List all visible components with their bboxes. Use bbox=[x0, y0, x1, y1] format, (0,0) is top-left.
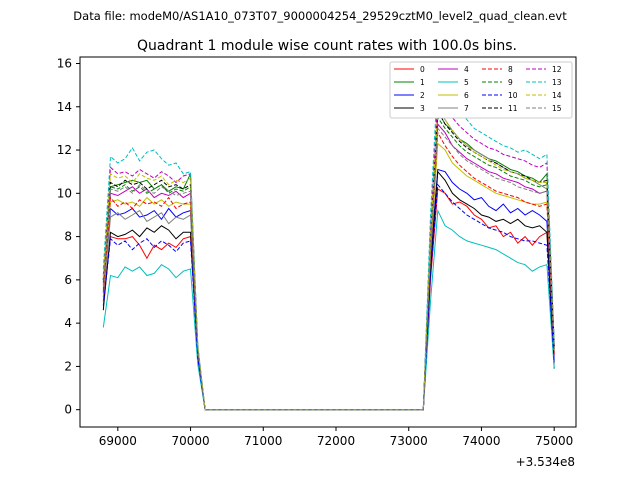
legend-label-7: 7 bbox=[464, 104, 469, 113]
y-tick-label: 6 bbox=[64, 273, 72, 287]
y-tick-label: 8 bbox=[64, 230, 72, 244]
series-line-3 bbox=[102, 170, 555, 411]
x-tick-label: 71000 bbox=[244, 434, 282, 448]
legend-label-15: 15 bbox=[552, 104, 562, 113]
series-layer bbox=[102, 74, 555, 411]
x-tick-label: 72000 bbox=[317, 434, 355, 448]
legend-label-1: 1 bbox=[420, 78, 425, 87]
series-line-7 bbox=[102, 105, 555, 411]
x-offset-label: +3.534e8 bbox=[516, 455, 575, 469]
legend-label-8: 8 bbox=[508, 65, 513, 74]
legend-label-11: 11 bbox=[508, 104, 518, 113]
series-line-14 bbox=[102, 107, 555, 411]
legend-box bbox=[389, 61, 573, 119]
legend-label-0: 0 bbox=[420, 65, 425, 74]
x-tick-label: 70000 bbox=[171, 434, 209, 448]
y-tick-label: 14 bbox=[57, 100, 72, 114]
legend-label-5: 5 bbox=[464, 78, 469, 87]
series-line-15 bbox=[102, 127, 555, 411]
x-tick-label: 73000 bbox=[390, 434, 428, 448]
chart-suptitle: Data file: modeM0/AS1A10_073T07_90000042… bbox=[73, 9, 567, 23]
series-line-11 bbox=[102, 109, 555, 411]
y-axis: 0 2 4 6 8 10 12 14 16 bbox=[57, 56, 80, 417]
y-tick-label: 16 bbox=[57, 56, 72, 70]
legend-label-9: 9 bbox=[508, 78, 513, 87]
plot-frame bbox=[79, 56, 577, 428]
y-tick-label: 10 bbox=[57, 186, 72, 200]
series-line-12 bbox=[102, 94, 555, 411]
series-line-6 bbox=[102, 142, 555, 411]
series-line-10 bbox=[102, 183, 555, 411]
x-axis: 69000 70000 71000 72000 73000 74000 75000 bbox=[99, 427, 573, 448]
series-line-5 bbox=[102, 208, 555, 411]
legend-label-3: 3 bbox=[420, 104, 425, 113]
y-tick-label: 4 bbox=[64, 316, 72, 330]
series-line-13 bbox=[102, 74, 555, 411]
x-tick-label: 74000 bbox=[462, 434, 500, 448]
legend-label-13: 13 bbox=[552, 78, 562, 87]
legend-label-10: 10 bbox=[508, 91, 518, 100]
series-line-9 bbox=[102, 116, 555, 411]
legend-label-4: 4 bbox=[464, 65, 469, 74]
y-tick-label: 12 bbox=[57, 143, 72, 157]
y-tick-label: 0 bbox=[64, 403, 72, 417]
series-line-4 bbox=[102, 122, 555, 411]
x-tick-label: 75000 bbox=[535, 434, 573, 448]
chart-title: Quadrant 1 module wise count rates with … bbox=[137, 38, 517, 54]
series-line-1 bbox=[102, 109, 555, 411]
y-tick-label: 2 bbox=[64, 359, 72, 373]
legend-label-14: 14 bbox=[552, 91, 562, 100]
legend-label-12: 12 bbox=[552, 65, 562, 74]
legend-label-2: 2 bbox=[420, 91, 425, 100]
legend-label-6: 6 bbox=[464, 91, 469, 100]
x-tick-label: 69000 bbox=[99, 434, 137, 448]
